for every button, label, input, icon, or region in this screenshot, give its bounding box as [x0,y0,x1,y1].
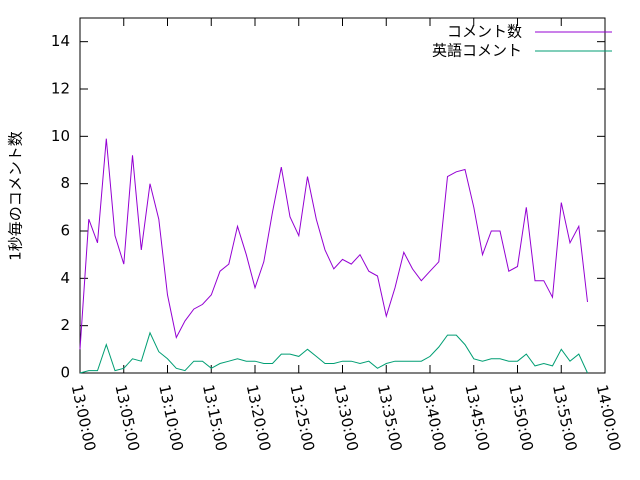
y-tick-label: 14 [51,32,70,50]
x-tick-label: 13:10:00 [155,383,187,453]
x-tick-label: 13:35:00 [374,383,406,453]
x-tick-label: 13:50:00 [505,383,537,453]
y-tick-label: 6 [60,222,70,240]
x-tick-label: 13:20:00 [243,383,275,453]
y-tick-label: 0 [60,364,70,382]
x-tick-label: 13:45:00 [461,383,493,453]
y-axis-label: 1秒毎のコメント数 [7,131,25,261]
x-tick-label: 14:00:00 [593,383,625,453]
y-tick-label: 12 [51,80,70,98]
series-line [79,138,588,350]
x-tick-label: 13:15:00 [199,383,231,453]
x-tick-label: 13:05:00 [111,383,143,453]
y-tick-label: 4 [60,269,70,287]
x-tick-label: 13:30:00 [330,383,362,453]
plot-frame [79,17,606,374]
x-tick-label: 13:55:00 [549,383,581,453]
x-tick-label: 13:00:00 [68,383,100,453]
x-tick-label: 13:40:00 [418,383,450,453]
legend-label: 英語コメント [432,42,522,60]
x-tick-label: 13:25:00 [286,383,318,453]
y-tick-label: 8 [60,174,70,192]
legend-label: コメント数 [447,23,522,41]
series-line [79,331,588,374]
y-tick-label: 2 [60,316,70,334]
y-tick-label: 10 [51,127,70,145]
